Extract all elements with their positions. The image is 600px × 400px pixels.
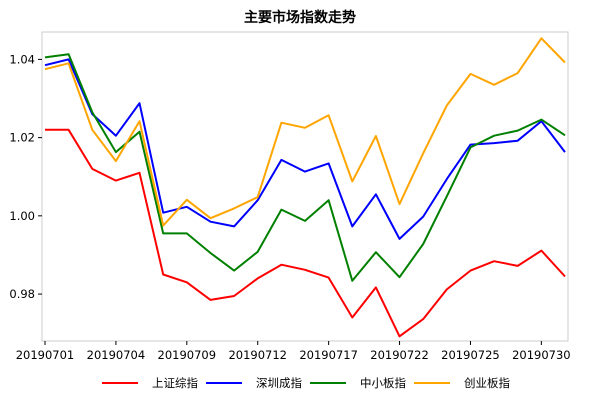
legend: 上证综指 深圳成指 中小板指 创业板指 — [102, 376, 510, 390]
series-line-1 — [45, 128, 566, 338]
series-line-4 — [44, 37, 566, 227]
axes: 0.98 1.00 1.02 1.04 20190701 20190704 20190709… — [9, 52, 570, 362]
legend-label-1: 上证综指 — [152, 376, 198, 390]
series-line-3 — [44, 53, 566, 282]
x-tick-label: 20190712 — [228, 348, 287, 362]
y-tick-label: 1.04 — [9, 52, 35, 66]
x-tick-label: 20190701 — [16, 348, 75, 362]
x-tick-label: 20190709 — [158, 348, 217, 362]
x-tick-label: 20190717 — [299, 348, 358, 362]
legend-label-2: 深圳成指 — [256, 376, 302, 390]
x-tick-label: 20190730 — [512, 348, 571, 362]
legend-label-4: 创业板指 — [464, 376, 510, 390]
x-tick-label: 20190725 — [441, 348, 500, 362]
x-tick-label: 20190704 — [87, 348, 146, 362]
y-tick-label: 1.02 — [9, 131, 35, 145]
y-tick-label: 0.98 — [9, 287, 35, 301]
legend-label-3: 中小板指 — [360, 376, 406, 390]
x-tick-label: 20190722 — [370, 348, 429, 362]
chart-title: 主要市场指数走势 — [244, 9, 356, 26]
plot-frame — [41, 31, 569, 342]
plot-area — [44, 37, 566, 338]
y-tick-label: 1.00 — [9, 209, 35, 223]
